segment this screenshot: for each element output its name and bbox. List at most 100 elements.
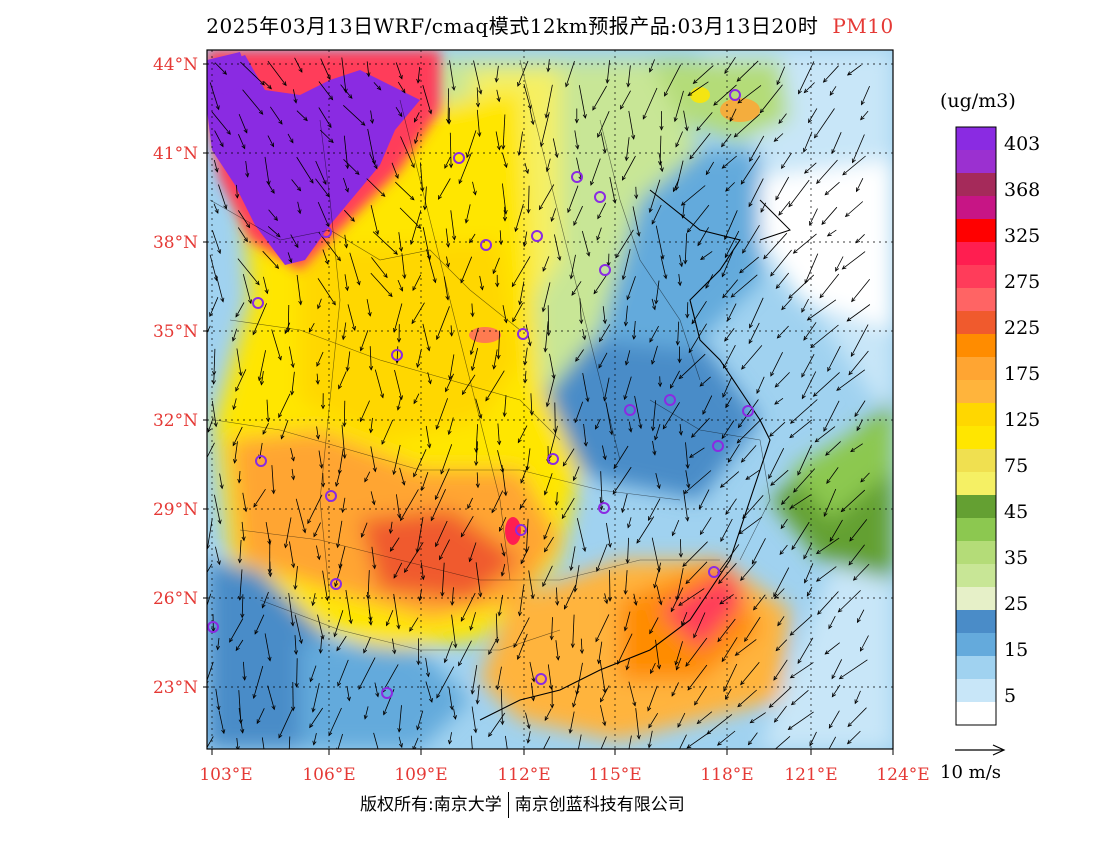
wind-arrow: [606, 522, 611, 548]
wind-arrow: [235, 639, 244, 651]
wind-arrow-head: [861, 100, 865, 106]
colorbar-frame: [955, 126, 997, 726]
wind-arrow: [556, 587, 558, 605]
wind-arrow-head: [691, 319, 696, 325]
wind-arrow-head: [705, 284, 710, 289]
wind-arrow-head: [525, 466, 530, 472]
wind-arrow: [242, 273, 252, 304]
wind-arrow-head: [836, 386, 841, 391]
wind-arrow-head: [729, 117, 734, 123]
wind-arrow-head: [410, 163, 415, 169]
wind-arrow: [471, 706, 477, 733]
wind-arrow-head: [253, 502, 258, 508]
wind-arrow: [397, 279, 403, 292]
colorbar-bin: [956, 173, 996, 196]
wind-arrow-head: [570, 643, 575, 649]
wind-arrow-head: [445, 262, 450, 268]
wind-arrow-head: [722, 392, 727, 398]
wind-arrow: [700, 517, 712, 535]
colorbar-label: 35: [1004, 547, 1028, 569]
wind-arrow: [213, 348, 216, 375]
wind-arrow-head: [293, 98, 298, 104]
wind-arrow-head: [554, 501, 559, 506]
wind-arrow: [207, 736, 214, 749]
wind-arrow: [624, 611, 631, 631]
wind-arrow: [393, 562, 403, 579]
wind-arrow: [683, 110, 688, 131]
wind-arrow-head: [264, 289, 269, 295]
lon-label: 106°E: [302, 765, 355, 785]
wind-arrow: [263, 276, 268, 294]
wind-arrow-head: [290, 621, 295, 627]
wind-arrow-head: [826, 232, 832, 237]
wind-arrow-head: [523, 378, 528, 384]
wind-arrow: [364, 471, 371, 482]
wind-arrow: [856, 178, 864, 192]
wind-arrow: [678, 353, 706, 379]
wind-arrow-head: [856, 426, 861, 432]
wind-arrow: [578, 85, 586, 119]
colorbar-bin: [956, 679, 996, 702]
wind-arrow: [790, 494, 811, 509]
wind-arrow: [349, 252, 360, 285]
wind-arrow: [548, 425, 558, 459]
wind-arrow-head: [659, 126, 664, 131]
wind-arrow-head: [615, 253, 620, 259]
wind-arrow: [651, 537, 660, 572]
wind-arrow: [677, 712, 686, 728]
wind-arrow-head: [252, 694, 257, 699]
wind-arrow-head: [656, 484, 661, 490]
wind-arrow-head: [647, 516, 652, 522]
wind-arrow-head: [356, 280, 361, 286]
wind-arrow-head: [801, 307, 806, 313]
wind-arrow: [312, 683, 320, 712]
wind-arrow: [828, 736, 837, 749]
wind-arrow: [656, 586, 662, 605]
wind-arrow: [241, 521, 245, 541]
wind-arrow: [424, 186, 427, 210]
wind-arrow-head: [803, 554, 808, 560]
wind-arrow-head: [452, 715, 457, 720]
wind-arrow: [829, 519, 843, 542]
wind-arrow-head: [219, 484, 224, 490]
wind-arrow: [650, 662, 656, 674]
wind-arrow-head: [740, 576, 745, 582]
station-marker: [381, 687, 393, 699]
wind-arrow: [838, 590, 861, 613]
wind-arrow: [544, 473, 553, 495]
wind-arrow: [252, 303, 267, 335]
wind-arrow: [427, 372, 431, 384]
wind-arrow-head: [527, 104, 532, 110]
wind-arrow-head: [202, 464, 205, 468]
wind-arrow: [617, 633, 633, 665]
wind-arrow: [722, 279, 739, 298]
wind-arrow-head: [623, 321, 629, 327]
wind-arrow-head: [557, 256, 562, 261]
wind-arrow: [628, 681, 636, 706]
wind-arrow: [524, 347, 528, 365]
wind-arrow: [254, 614, 265, 635]
wind-arrow-head: [389, 547, 395, 552]
wind-arrow-head: [336, 646, 341, 652]
wind-arrow: [781, 298, 792, 310]
station-marker: [391, 349, 403, 361]
wind-arrow-head: [344, 286, 350, 292]
wind-arrow-head: [810, 343, 815, 349]
wind-arrow: [613, 445, 629, 469]
wind-arrow: [496, 89, 500, 102]
colorbar-label: 225: [1004, 317, 1040, 339]
wind-arrow: [651, 298, 656, 310]
wind-arrow-head: [401, 480, 406, 486]
wind-arrow: [823, 400, 840, 432]
wind-arrow-head: [336, 543, 341, 549]
wind-arrow-head: [427, 443, 432, 449]
wind-arrow-head: [439, 555, 443, 561]
wind-arrow-head: [627, 750, 630, 754]
wind-arrow-head: [524, 169, 529, 175]
wind-arrow-head: [642, 114, 647, 120]
wind-arrow-head: [511, 282, 516, 288]
wind-arrow: [742, 495, 764, 519]
wind-arrow-head: [602, 721, 607, 727]
wind-arrow: [597, 111, 610, 138]
wind-arrow: [717, 618, 736, 642]
